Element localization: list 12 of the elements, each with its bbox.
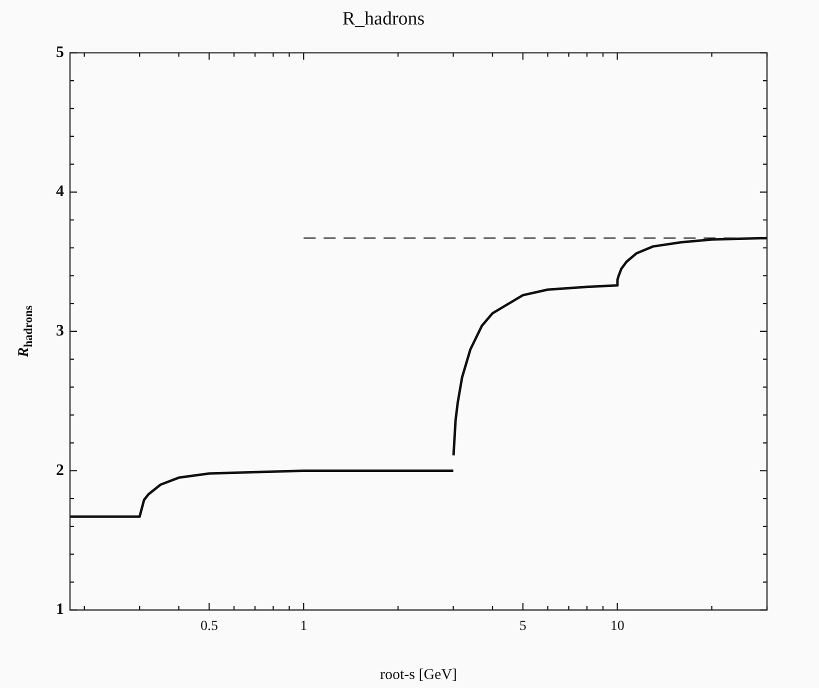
- y-tick-label: 1: [56, 601, 64, 618]
- y-tick-label: 3: [56, 322, 64, 340]
- y-tick-label: 5: [56, 44, 64, 61]
- x-axis-title: root-s [GeV]: [380, 666, 458, 683]
- y-tick-label: 2: [56, 462, 64, 479]
- x-tick-label: 1: [300, 619, 308, 634]
- y-axis-title: Rhadrons: [16, 305, 35, 358]
- x-tick-label: 0.5: [200, 619, 218, 634]
- x-tick-label: 5: [519, 619, 526, 634]
- y-tick-label: 4: [56, 183, 64, 200]
- x-tick-label: 10: [610, 619, 624, 634]
- chart-title: R_hadrons: [342, 8, 425, 30]
